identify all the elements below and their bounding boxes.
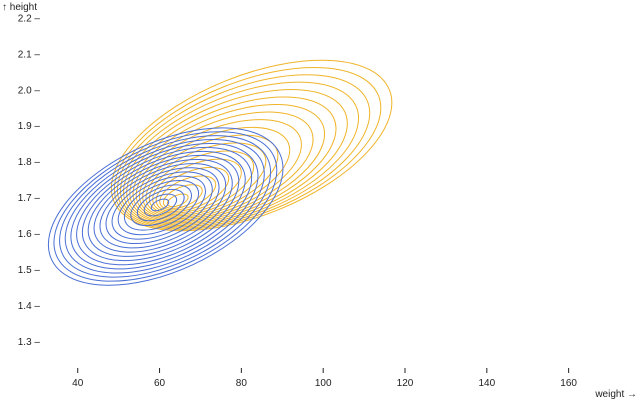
x-tick-label: 140 — [478, 378, 495, 389]
contour-line — [116, 74, 371, 229]
x-tick-label: 40 — [72, 378, 84, 389]
contour-series-2 — [47, 127, 284, 286]
contour-line — [105, 167, 220, 245]
x-tick-label: 60 — [154, 378, 166, 389]
contour-line — [81, 150, 246, 262]
y-tick-label: 2.1 – — [18, 49, 41, 60]
y-tick-label: 1.9 – — [18, 121, 41, 132]
y-tick-label: 1.4 – — [18, 301, 41, 312]
contour-line — [143, 193, 178, 217]
x-tick-label: 120 — [397, 378, 414, 389]
contour-line — [76, 146, 253, 266]
contour-line — [59, 135, 272, 278]
x-axis-label: weight → — [594, 389, 637, 400]
contour-line — [150, 198, 170, 212]
contour-line — [64, 139, 265, 274]
contour-line — [123, 89, 348, 226]
contour-line — [93, 158, 233, 253]
x-tick-label: 160 — [560, 378, 577, 389]
contour-line — [47, 127, 284, 286]
contour-line — [123, 179, 200, 231]
y-tick-label: 1.5 – — [18, 265, 41, 276]
x-tick-label: 100 — [315, 378, 332, 389]
contour-series — [47, 59, 393, 286]
contour-line — [99, 163, 227, 249]
y-tick-label: 2.0 – — [18, 85, 41, 96]
contour-line — [117, 175, 206, 236]
contour-line — [87, 154, 240, 257]
y-tick-label: 1.6 – — [18, 229, 41, 240]
y-tick-label: 2.2 – — [18, 13, 41, 24]
contour-line — [70, 142, 259, 270]
contour-line — [130, 184, 192, 227]
contour-line — [136, 188, 185, 222]
y-axis-label: ↑ height — [2, 2, 37, 13]
contour-line — [111, 171, 213, 240]
contour-line — [162, 184, 203, 209]
contour-line — [120, 81, 360, 228]
y-axis: 1.3 – 1.4 – 1.5 – 1.6 – 1.7 – 1.8 – 1.9 – 2.0 –… — [18, 13, 41, 347]
x-tick-label: 80 — [236, 378, 248, 389]
x-axis: 40 60 80 100 120 140 160 — [72, 368, 577, 389]
contour-line — [126, 96, 337, 225]
y-tick-label: 1.8 – — [18, 157, 41, 168]
y-tick-label: 1.7 – — [18, 193, 41, 204]
contour-line — [53, 131, 278, 282]
contour-line — [110, 59, 393, 232]
y-tick-label: 1.3 – — [18, 337, 41, 348]
